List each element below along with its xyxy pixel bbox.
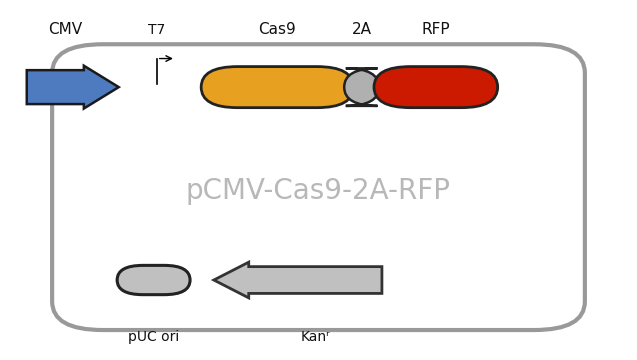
Text: T7: T7 [148, 23, 166, 37]
Text: pCMV-Cas9-2A-RFP: pCMV-Cas9-2A-RFP [186, 177, 451, 205]
FancyArrow shape [27, 66, 118, 109]
Text: 2A: 2A [352, 22, 371, 37]
Text: RFP: RFP [422, 22, 450, 37]
Text: CMV: CMV [48, 22, 82, 37]
FancyArrow shape [214, 262, 382, 298]
Text: Cas9: Cas9 [259, 22, 296, 37]
FancyBboxPatch shape [117, 265, 190, 295]
FancyBboxPatch shape [201, 67, 354, 108]
FancyBboxPatch shape [374, 67, 497, 108]
FancyBboxPatch shape [344, 68, 379, 106]
Text: pUC ori: pUC ori [128, 330, 179, 344]
Text: Kanʳ: Kanʳ [301, 330, 330, 344]
